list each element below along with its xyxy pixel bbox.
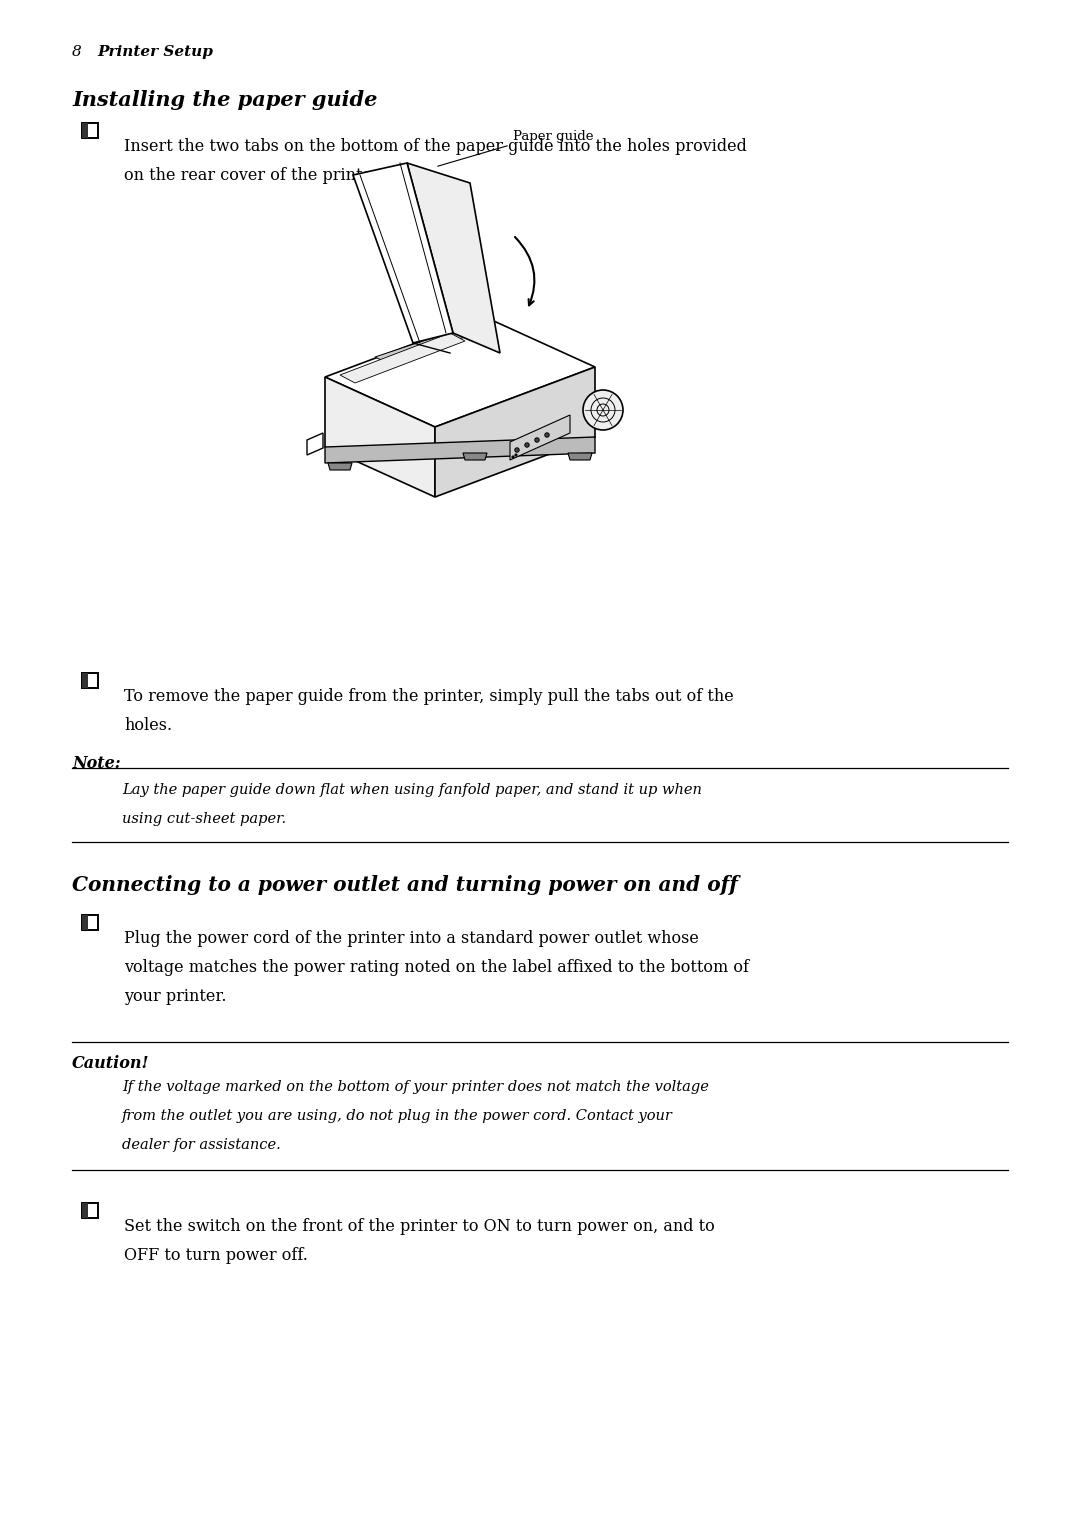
Circle shape [544, 433, 550, 437]
Text: holes.: holes. [124, 717, 172, 734]
Polygon shape [353, 164, 453, 342]
Text: Connecting to a power outlet and turning power on and off: Connecting to a power outlet and turning… [72, 875, 738, 894]
Circle shape [512, 456, 514, 459]
Polygon shape [375, 327, 477, 362]
Polygon shape [307, 433, 323, 456]
Text: 8: 8 [72, 44, 82, 60]
Text: from the outlet you are using, do not plug in the power cord. Contact your: from the outlet you are using, do not pl… [122, 1109, 673, 1122]
Bar [82, 673, 87, 688]
Text: Printer Setup: Printer Setup [97, 44, 213, 60]
Polygon shape [325, 378, 435, 497]
Text: Paper guide: Paper guide [513, 130, 594, 144]
Circle shape [535, 437, 539, 442]
Bar [82, 914, 97, 930]
Bar [82, 673, 97, 688]
Text: Caution!: Caution! [72, 1055, 149, 1072]
Circle shape [583, 390, 623, 430]
Bar [82, 1202, 97, 1219]
Text: voltage matches the power rating noted on the label affixed to the bottom of: voltage matches the power rating noted o… [124, 959, 750, 976]
Text: using cut-sheet paper.: using cut-sheet paper. [122, 812, 286, 826]
Polygon shape [328, 463, 352, 469]
Text: Set the switch on the front of the printer to ON to turn power on, and to: Set the switch on the front of the print… [124, 1219, 715, 1235]
Text: OFF to turn power off.: OFF to turn power off. [124, 1248, 308, 1264]
Text: Installing the paper guide: Installing the paper guide [72, 90, 377, 110]
Bar [82, 1202, 87, 1219]
Text: If the voltage marked on the bottom of your printer does not match the voltage: If the voltage marked on the bottom of y… [122, 1079, 708, 1095]
Polygon shape [568, 453, 592, 460]
Bar [82, 914, 87, 930]
Text: Insert the two tabs on the bottom of the paper guide into the holes provided: Insert the two tabs on the bottom of the… [124, 138, 747, 154]
Text: To remove the paper guide from the printer, simply pull the tabs out of the: To remove the paper guide from the print… [124, 688, 733, 705]
Polygon shape [463, 453, 487, 460]
Text: your printer.: your printer. [124, 988, 227, 1005]
Circle shape [515, 454, 517, 456]
Text: Lay the paper guide down flat when using fanfold paper, and stand it up when: Lay the paper guide down flat when using… [122, 783, 702, 797]
Text: Plug the power cord of the printer into a standard power outlet whose: Plug the power cord of the printer into … [124, 930, 699, 946]
Circle shape [515, 448, 519, 453]
Text: dealer for assistance.: dealer for assistance. [122, 1138, 281, 1151]
Polygon shape [510, 414, 570, 460]
Polygon shape [340, 333, 465, 382]
Polygon shape [407, 164, 500, 353]
Text: Note:: Note: [72, 755, 121, 772]
Bar [82, 122, 87, 138]
Bar [82, 122, 97, 138]
Polygon shape [325, 317, 595, 427]
Text: on the rear cover of the printer.: on the rear cover of the printer. [124, 167, 383, 183]
Circle shape [525, 443, 529, 446]
Polygon shape [325, 437, 595, 463]
Polygon shape [435, 367, 595, 497]
